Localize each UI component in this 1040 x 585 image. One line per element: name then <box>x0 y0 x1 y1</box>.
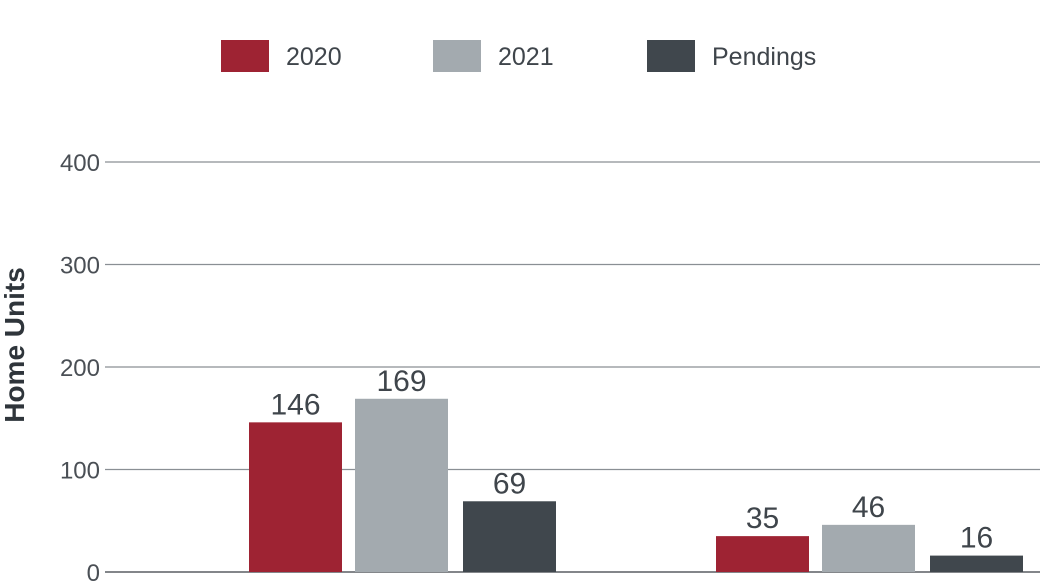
y-tick-label: 100 <box>60 458 100 485</box>
bar-2021-2 <box>822 524 915 572</box>
bars <box>249 398 1023 572</box>
legend-label-2020: 2020 <box>286 43 342 71</box>
value-label: 169 <box>376 365 426 398</box>
legend-swatch-2020 <box>221 40 269 72</box>
y-tick-label: 400 <box>60 150 100 177</box>
legend-label-2021: 2021 <box>498 43 554 71</box>
y-grid: 0 100 200 300 400 <box>60 150 1040 585</box>
y-tick-label: 200 <box>60 355 100 382</box>
value-label: 69 <box>493 467 526 500</box>
legend-label-pendings: Pendings <box>712 43 816 71</box>
value-label: 16 <box>960 522 993 555</box>
value-label: 146 <box>270 388 320 421</box>
bar-2020-1 <box>249 422 342 572</box>
bar-2020-2 <box>716 536 809 572</box>
value-label: 46 <box>852 491 885 524</box>
legend-swatch-pendings <box>647 40 695 72</box>
legend: 2020 2021 Pendings <box>221 40 816 72</box>
legend-swatch-2021 <box>433 40 481 72</box>
value-labels: 146 169 69 35 46 16 <box>270 365 993 555</box>
y-tick-label: 0 <box>87 560 100 585</box>
value-label: 35 <box>746 502 779 535</box>
y-tick-label: 300 <box>60 253 100 280</box>
bar-2021-1 <box>355 398 448 572</box>
bar-pendings-1 <box>463 501 556 572</box>
bar-pendings-2 <box>930 555 1023 572</box>
y-axis-title: Home Units <box>0 267 30 423</box>
